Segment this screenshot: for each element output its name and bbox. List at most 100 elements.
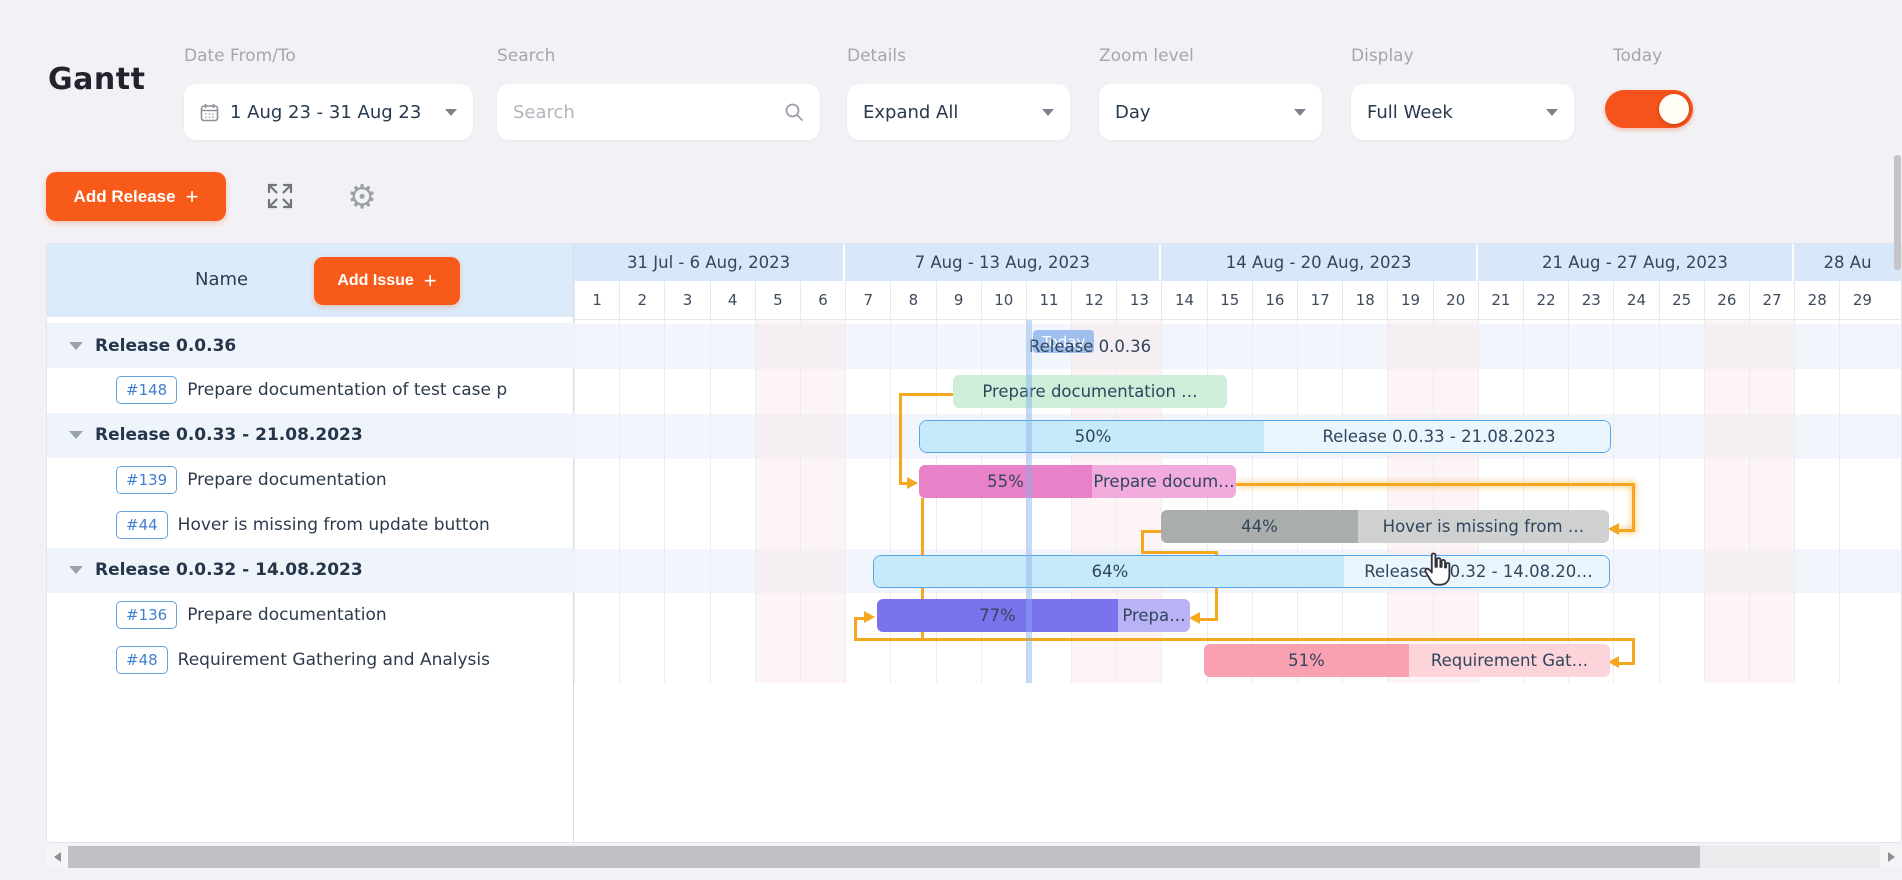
day-header-cell: 13 bbox=[1116, 281, 1161, 319]
task-bar[interactable]: Prepare documentation … bbox=[953, 374, 1227, 408]
progress-fill bbox=[1161, 509, 1358, 543]
task-list-header: Name Add Issue + bbox=[47, 244, 573, 317]
issue-id-badge[interactable]: #44 bbox=[116, 511, 168, 540]
issue-name: Prepare documentation bbox=[187, 470, 387, 491]
day-header-cell: 1 bbox=[574, 281, 619, 319]
progress-fill bbox=[1204, 644, 1409, 678]
release-bar[interactable]: Release 0.0.36 bbox=[953, 330, 1227, 363]
day-header-cell: 6 bbox=[799, 281, 845, 319]
progress-label: 51% bbox=[1288, 651, 1325, 671]
dependency-line bbox=[854, 617, 857, 641]
search-label: Search bbox=[497, 46, 556, 66]
scrollbar-thumb[interactable] bbox=[68, 846, 1700, 868]
collapse-icon[interactable] bbox=[69, 341, 83, 350]
release-row[interactable]: Release 0.0.36 bbox=[47, 323, 574, 368]
task-bar[interactable]: 44% Hover is missing from … bbox=[1161, 509, 1609, 543]
horizontal-scrollbar[interactable] bbox=[46, 846, 1902, 868]
dependency-line bbox=[899, 482, 913, 485]
collapse-icon[interactable] bbox=[69, 431, 83, 440]
gear-icon[interactable]: ⚙ bbox=[347, 176, 377, 216]
scroll-left-button[interactable] bbox=[46, 846, 68, 868]
release-name: Release 0.0.32 - 14.08.2023 bbox=[95, 560, 363, 580]
issue-row[interactable]: #148 Prepare documentation of test case p bbox=[47, 368, 574, 413]
week-header-row: 31 Jul - 6 Aug, 2023 7 Aug - 13 Aug, 2023… bbox=[574, 244, 1901, 281]
release-name: Release 0.0.36 bbox=[95, 335, 237, 356]
issue-name: Hover is missing from update button bbox=[177, 515, 490, 536]
day-header-cell: 10 bbox=[980, 281, 1026, 319]
bar-label: Prepare docum… bbox=[1093, 471, 1235, 491]
progress-fill bbox=[877, 599, 1118, 633]
issue-row[interactable]: #48 Requirement Gathering and Analysis bbox=[47, 637, 574, 682]
grid-column bbox=[574, 320, 619, 683]
day-header-cell: 14 bbox=[1161, 281, 1206, 319]
day-header-cell: 22 bbox=[1522, 281, 1568, 319]
vertical-scrollbar-thumb[interactable] bbox=[1894, 155, 1901, 270]
task-list-panel: Name Add Issue + Release 0.0.36 #148 Prepa… bbox=[47, 244, 574, 842]
day-header-cell: 5 bbox=[754, 281, 800, 319]
dependency-arrow-icon bbox=[907, 477, 918, 489]
details-label: Details bbox=[847, 46, 906, 66]
issue-id-badge[interactable]: #48 bbox=[116, 645, 168, 674]
day-header-cell: 19 bbox=[1387, 281, 1432, 319]
dependency-arrow-icon bbox=[1608, 523, 1619, 535]
grid-column bbox=[1206, 320, 1252, 683]
grid-column bbox=[1794, 320, 1839, 683]
collapse-icon[interactable] bbox=[69, 566, 83, 574]
add-release-label: Add Release bbox=[73, 186, 176, 206]
arrow-left-icon bbox=[53, 852, 61, 862]
grid-column bbox=[980, 320, 1026, 683]
page-title: Gantt bbox=[48, 62, 146, 97]
task-bar[interactable]: 77% Prepa… bbox=[877, 599, 1190, 633]
dependency-line bbox=[854, 617, 866, 620]
grid-column bbox=[1025, 320, 1071, 683]
task-bar[interactable]: 55% Prepare docum… bbox=[919, 464, 1236, 498]
grid-column bbox=[1522, 320, 1568, 683]
day-header-cell: 25 bbox=[1658, 281, 1704, 319]
week-header-cell: 14 Aug - 20 Aug, 2023 bbox=[1161, 244, 1478, 281]
grid-column bbox=[1161, 320, 1206, 683]
dependency-line bbox=[854, 638, 1635, 641]
today-toggle[interactable] bbox=[1605, 90, 1693, 128]
search-input[interactable]: Search bbox=[513, 101, 575, 123]
issue-row[interactable]: #136 Prepare documentation bbox=[47, 592, 574, 637]
add-issue-button[interactable]: Add Issue + bbox=[314, 257, 460, 305]
release-row[interactable]: Release 0.0.33 - 21.08.2023 bbox=[47, 412, 574, 458]
week-header-cell: 31 Jul - 6 Aug, 2023 bbox=[574, 244, 846, 281]
dependency-line bbox=[1236, 483, 1635, 486]
display-value: Full Week bbox=[1367, 101, 1453, 123]
grid-column bbox=[1297, 320, 1342, 683]
release-row[interactable]: Release 0.0.32 - 14.08.2023 bbox=[47, 547, 574, 593]
issue-id-badge[interactable]: #136 bbox=[116, 600, 178, 629]
display-select[interactable]: Full Week bbox=[1351, 84, 1574, 140]
release-bar[interactable]: 50% Release 0.0.33 - 21.08.2023 bbox=[919, 419, 1611, 453]
issue-name: Prepare documentation of test case p bbox=[187, 380, 508, 401]
date-range-select[interactable]: 1 Aug 23 - 31 Aug 23 bbox=[184, 84, 473, 140]
release-bar[interactable]: 64% Release 0.0.32 - 14.08.20… bbox=[873, 554, 1610, 588]
week-header-cell: 7 Aug - 13 Aug, 2023 bbox=[845, 244, 1162, 281]
bar-remainder bbox=[1409, 644, 1610, 678]
dependency-line bbox=[1141, 530, 1161, 533]
issue-id-badge[interactable]: #139 bbox=[116, 466, 178, 495]
issue-row[interactable]: #44 Hover is missing from update button bbox=[47, 503, 574, 548]
dependency-line bbox=[1618, 662, 1635, 665]
bar-label: Prepare documentation … bbox=[982, 381, 1198, 401]
week-header-cell: 28 Au bbox=[1794, 244, 1901, 281]
date-range-label: Date From/To bbox=[184, 46, 296, 66]
dependency-line bbox=[1618, 529, 1635, 532]
date-range-value: 1 Aug 23 - 31 Aug 23 bbox=[230, 101, 422, 123]
week-header-cell: 21 Aug - 27 Aug, 2023 bbox=[1477, 244, 1795, 281]
details-select[interactable]: Expand All bbox=[847, 84, 1070, 140]
issue-id-badge[interactable]: #148 bbox=[116, 376, 178, 405]
zoom-level-select[interactable]: Day bbox=[1099, 84, 1322, 140]
add-release-button[interactable]: Add Release + bbox=[46, 172, 226, 221]
issue-row[interactable]: #139 Prepare documentation bbox=[47, 458, 574, 503]
toggle-knob bbox=[1659, 94, 1689, 124]
scroll-right-button[interactable] bbox=[1880, 846, 1902, 868]
search-box[interactable]: Search bbox=[497, 84, 820, 140]
task-bar[interactable]: 51% Requirement Gat… bbox=[1204, 644, 1610, 678]
progress-fill bbox=[920, 420, 1266, 452]
bar-label: Hover is missing from … bbox=[1382, 516, 1585, 536]
issue-name: Prepare documentation bbox=[187, 604, 387, 625]
grid-column bbox=[845, 320, 890, 683]
fullscreen-icon[interactable] bbox=[262, 178, 298, 214]
